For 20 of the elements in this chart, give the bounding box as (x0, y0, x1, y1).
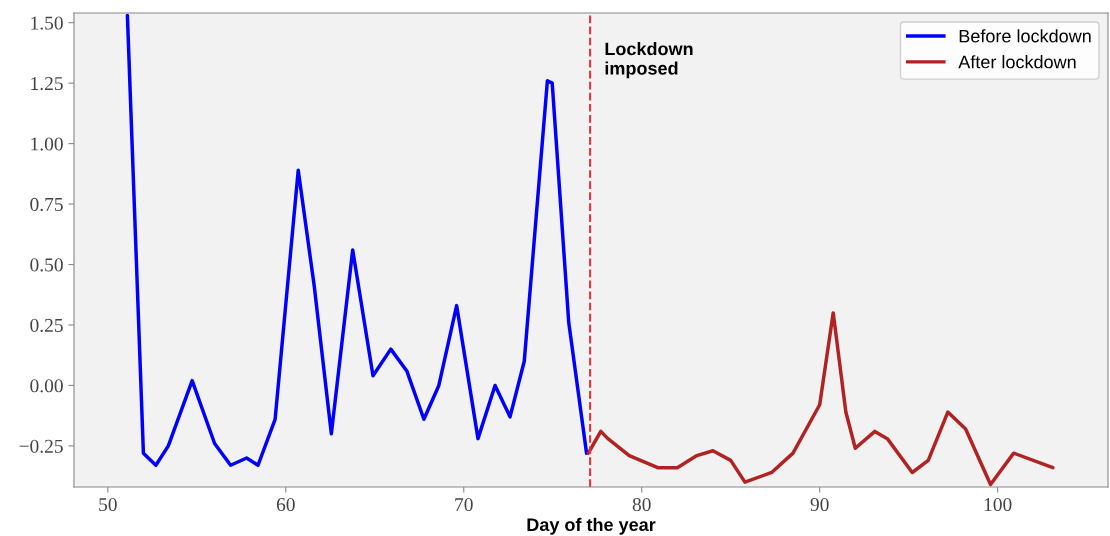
y-tick-label: 1.50 (31, 16, 63, 30)
y-tick-label: 0.75 (30, 197, 63, 212)
x-tick-label: 90 (810, 497, 829, 512)
x-tick-label: 60 (276, 497, 295, 512)
y-tick-label: 1.00 (31, 137, 63, 151)
ref-line-label: Lockdown imposed (605, 42, 693, 79)
y-tick-label: 1.25 (31, 77, 63, 91)
x-tick-label: 70 (455, 497, 473, 512)
y-tick-label: −0.25 (19, 439, 63, 453)
x-axis-title: Day of the year (527, 517, 656, 535)
legend-label: Before lockdown (959, 29, 1091, 43)
legend-label: After lockdown (958, 55, 1076, 69)
y-tick-label: 0.25 (30, 318, 63, 332)
line-series (586, 311, 1055, 487)
x-tick-label: 80 (632, 497, 651, 512)
line-series (125, 13, 589, 467)
y-tick-label: 0.50 (30, 258, 63, 272)
x-tick-label: 50 (99, 497, 117, 512)
y-tick-label: 0.00 (30, 379, 63, 393)
x-tick-label: 100 (984, 497, 1012, 512)
